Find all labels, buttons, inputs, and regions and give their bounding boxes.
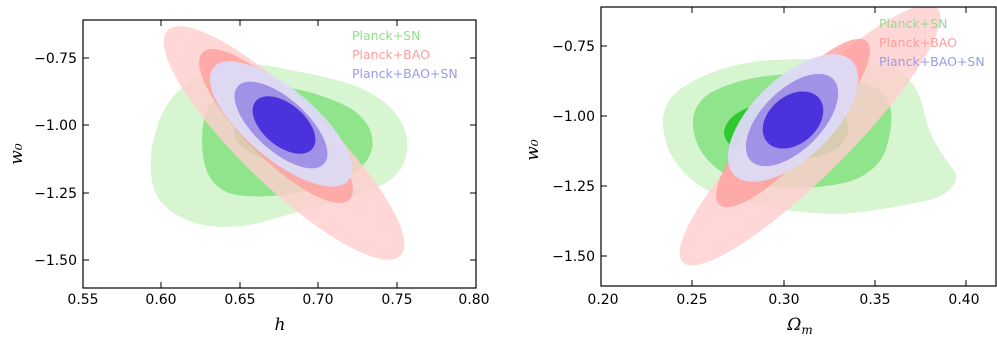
right-xtick-label: 0.20 <box>587 292 618 308</box>
right-y-ticks: −0.75 −1.00 −1.25 −1.50 <box>552 39 607 265</box>
right-x-ticks: 0.20 0.25 0.30 0.35 0.40 <box>587 7 980 308</box>
right-xtick-label: 0.25 <box>676 292 707 308</box>
right-panel: Planck+SN Planck+BAO Planck+BAO+SN −0.75… <box>523 6 997 337</box>
right-xtick-label: 0.35 <box>859 292 890 308</box>
left-panel: Planck+SN Planck+BAO Planck+BAO+SN −0.75… <box>7 19 490 335</box>
right-y-axis-label: w₀ <box>523 139 543 161</box>
left-xtick-label: 0.65 <box>224 292 255 308</box>
left-legend: Planck+SN Planck+BAO Planck+BAO+SN <box>352 28 458 81</box>
right-ytick-label: −1.25 <box>552 179 595 195</box>
right-plot-area <box>662 7 957 266</box>
right-ytick-label: −1.00 <box>552 109 595 125</box>
left-bao-sn-core-contour <box>252 96 316 154</box>
left-bao-sn-contours <box>209 61 353 187</box>
left-ytick-label: −1.00 <box>34 118 77 134</box>
left-axes-frame <box>82 19 477 289</box>
right-legend-planck-sn: Planck+SN <box>879 16 947 31</box>
right-bao-sn-core-contour <box>762 91 824 149</box>
left-xtick-label: 0.55 <box>67 292 98 308</box>
left-legend-planck-bao: Planck+BAO <box>352 47 430 62</box>
left-xtick-label: 0.75 <box>381 292 412 308</box>
right-bao-sn-contours <box>727 54 859 182</box>
left-y-axis-label: w₀ <box>7 143 27 165</box>
right-axes-frame <box>600 6 997 287</box>
right-legend-planck-bao-sn: Planck+BAO+SN <box>879 54 985 69</box>
left-legend-planck-bao-sn: Planck+BAO+SN <box>352 66 458 81</box>
right-ytick-label: −0.75 <box>552 39 595 55</box>
left-ytick-label: −0.75 <box>34 51 77 67</box>
left-xtick-label: 0.60 <box>145 292 176 308</box>
left-ytick-label: −1.50 <box>34 253 77 269</box>
left-plot-area <box>150 26 408 260</box>
right-x-axis-label: Ωm <box>786 315 813 337</box>
right-legend-planck-bao: Planck+BAO <box>879 35 957 50</box>
right-legend: Planck+SN Planck+BAO Planck+BAO+SN <box>879 16 985 69</box>
left-x-axis-label: h <box>275 315 286 335</box>
left-x-ticks: 0.55 0.60 0.65 0.70 0.75 0.80 <box>67 20 490 308</box>
right-xtick-label: 0.30 <box>768 292 799 308</box>
left-legend-planck-sn: Planck+SN <box>352 28 420 43</box>
right-ytick-label: −1.50 <box>552 249 595 265</box>
left-y-ticks: −0.75 −1.00 −1.25 −1.50 <box>34 51 476 269</box>
left-xtick-label: 0.80 <box>458 292 489 308</box>
left-ytick-label: −1.25 <box>34 186 77 202</box>
right-xtick-label: 0.40 <box>948 292 979 308</box>
left-xtick-label: 0.70 <box>302 292 333 308</box>
